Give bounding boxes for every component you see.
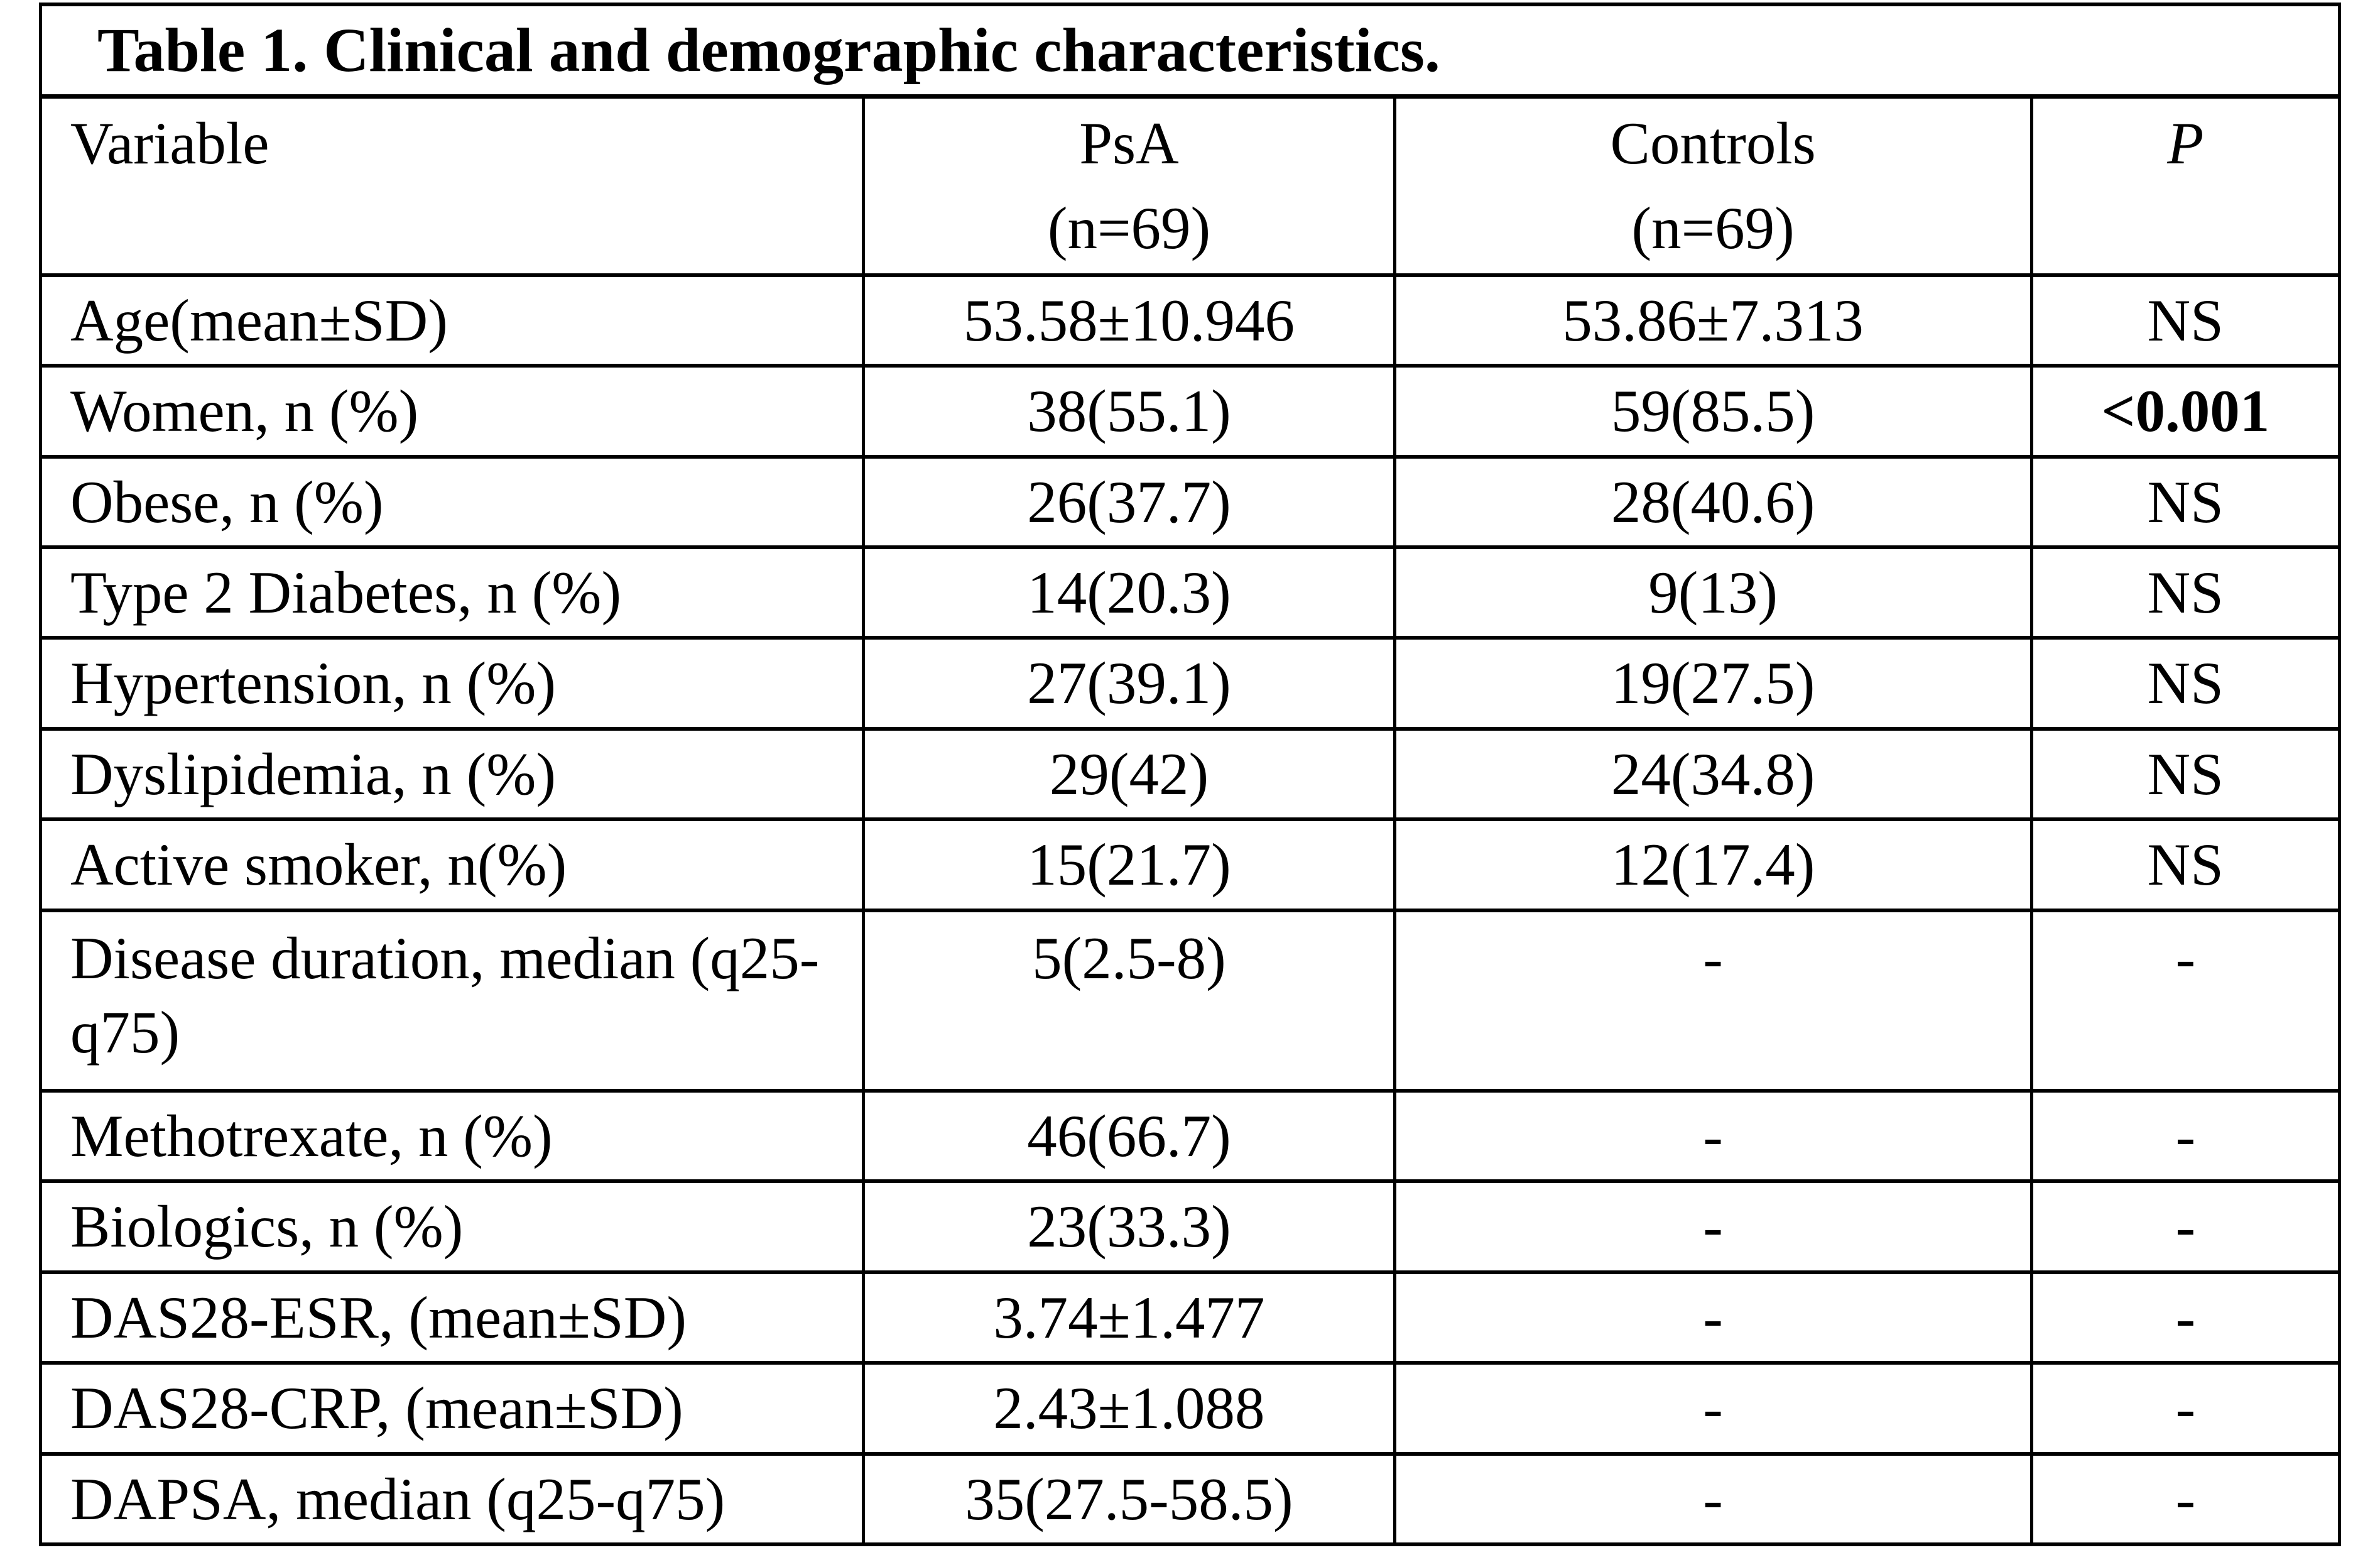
controls-cell: -: [1393, 1179, 2033, 1274]
controls-cell: -: [1393, 908, 2033, 1093]
table-row-dyslipidemia: Dyslipidemia, n (%) 29(42) 24(34.8) NS: [38, 726, 2342, 822]
controls-cell: 53.86±7.313: [1393, 273, 2033, 368]
table-row-age: Age(mean±SD) 53.58±10.946 53.86±7.313 NS: [38, 273, 2342, 368]
table-row-biologics: Biologics, n (%) 23(33.3) - -: [38, 1179, 2342, 1274]
p-cell: -: [2030, 1451, 2342, 1546]
psa-cell: 53.58±10.946: [862, 273, 1396, 368]
controls-cell: 9(13): [1393, 545, 2033, 640]
table-row-obese: Obese, n (%) 26(37.7) 28(40.6) NS: [38, 454, 2342, 549]
p-cell: -: [2030, 908, 2342, 1093]
p-cell: -: [2030, 1270, 2342, 1365]
table-row-methotrexate: Methotrexate, n (%) 46(66.7) - -: [38, 1089, 2342, 1184]
header-p: P: [2030, 94, 2342, 277]
table-row-das28-esr: DAS28-ESR, (mean±SD) 3.74±1.477 - -: [38, 1270, 2342, 1365]
psa-cell: 3.74±1.477: [862, 1270, 1396, 1365]
p-cell: NS: [2030, 545, 2342, 640]
controls-cell: -: [1393, 1089, 2033, 1184]
controls-cell: 12(17.4): [1393, 817, 2033, 912]
table-row-dapsa: DAPSA, median (q25-q75) 35(27.5-58.5) - …: [38, 1451, 2342, 1546]
variable-cell: Biologics, n (%): [38, 1179, 866, 1274]
header-controls: Controls (n=69): [1393, 94, 2033, 277]
variable-cell: DAS28-ESR, (mean±SD): [38, 1270, 866, 1365]
controls-cell: 28(40.6): [1393, 454, 2033, 549]
psa-cell: 2.43±1.088: [862, 1361, 1396, 1456]
psa-cell: 29(42): [862, 726, 1396, 822]
p-cell: NS: [2030, 726, 2342, 822]
p-cell: NS: [2030, 273, 2342, 368]
variable-cell: DAPSA, median (q25-q75): [38, 1451, 866, 1546]
table-header-row: Variable PsA (n=69) Controls (n=69) P: [38, 94, 2342, 277]
p-cell: -: [2030, 1089, 2342, 1184]
variable-cell: Women, n (%): [38, 364, 866, 459]
variable-cell: Obese, n (%): [38, 454, 866, 549]
psa-cell: 46(66.7): [862, 1089, 1396, 1184]
table-title-row: Table 1. Clinical and demographic charac…: [39, 3, 2341, 99]
table-row-diabetes: Type 2 Diabetes, n (%) 14(20.3) 9(13) NS: [38, 545, 2342, 640]
p-cell: <0.001: [2030, 364, 2342, 459]
psa-cell: 14(20.3): [862, 545, 1396, 640]
variable-cell: DAS28-CRP, (mean±SD): [38, 1361, 866, 1456]
clinical-demographics-table: Table 1. Clinical and demographic charac…: [38, 3, 2342, 1546]
table-row-disease-duration: Disease duration, median (q25-q75) 5(2.5…: [38, 908, 2342, 1093]
table-title: Table 1. Clinical and demographic charac…: [39, 3, 2341, 99]
variable-cell: Active smoker, n(%): [38, 817, 866, 912]
p-cell: NS: [2030, 817, 2342, 912]
p-cell: NS: [2030, 454, 2342, 549]
controls-cell: -: [1393, 1270, 2033, 1365]
psa-cell: 15(21.7): [862, 817, 1396, 912]
psa-cell: 38(55.1): [862, 364, 1396, 459]
psa-cell: 5(2.5-8): [862, 908, 1396, 1093]
variable-cell: Methotrexate, n (%): [38, 1089, 866, 1184]
header-variable: Variable: [38, 94, 866, 277]
variable-cell: Age(mean±SD): [38, 273, 866, 368]
table-row-hypertension: Hypertension, n (%) 27(39.1) 19(27.5) NS: [38, 636, 2342, 731]
variable-cell: Disease duration, median (q25-q75): [38, 908, 866, 1093]
header-psa: PsA (n=69): [862, 94, 1396, 277]
p-cell: -: [2030, 1179, 2342, 1274]
p-cell: NS: [2030, 636, 2342, 731]
controls-cell: 19(27.5): [1393, 636, 2033, 731]
p-cell: -: [2030, 1361, 2342, 1456]
variable-cell: Type 2 Diabetes, n (%): [38, 545, 866, 640]
psa-cell: 27(39.1): [862, 636, 1396, 731]
table-row-das28-crp: DAS28-CRP, (mean±SD) 2.43±1.088 - -: [38, 1361, 2342, 1456]
psa-cell: 26(37.7): [862, 454, 1396, 549]
controls-cell: 24(34.8): [1393, 726, 2033, 822]
table-row-women: Women, n (%) 38(55.1) 59(85.5) <0.001: [38, 364, 2342, 459]
table-row-smoker: Active smoker, n(%) 15(21.7) 12(17.4) NS: [38, 817, 2342, 912]
psa-cell: 35(27.5-58.5): [862, 1451, 1396, 1546]
controls-cell: 59(85.5): [1393, 364, 2033, 459]
variable-cell: Hypertension, n (%): [38, 636, 866, 731]
controls-cell: -: [1393, 1451, 2033, 1546]
variable-cell: Dyslipidemia, n (%): [38, 726, 866, 822]
psa-cell: 23(33.3): [862, 1179, 1396, 1274]
controls-cell: -: [1393, 1361, 2033, 1456]
